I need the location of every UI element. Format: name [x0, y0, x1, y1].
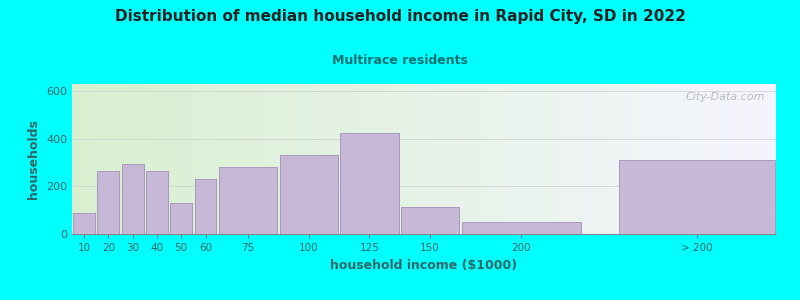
Bar: [401, 207, 459, 234]
Bar: [74, 213, 95, 234]
Text: City-Data.com: City-Data.com: [686, 92, 766, 101]
Bar: [279, 155, 338, 234]
Bar: [340, 133, 398, 234]
Bar: [98, 171, 119, 234]
Bar: [122, 164, 144, 234]
Text: Distribution of median household income in Rapid City, SD in 2022: Distribution of median household income …: [114, 9, 686, 24]
Bar: [219, 167, 277, 234]
Y-axis label: households: households: [27, 119, 41, 199]
Bar: [146, 171, 168, 234]
Bar: [194, 179, 217, 234]
Bar: [619, 160, 774, 234]
Bar: [462, 222, 581, 234]
Bar: [170, 203, 192, 234]
Text: Multirace residents: Multirace residents: [332, 54, 468, 67]
X-axis label: household income ($1000): household income ($1000): [330, 259, 518, 272]
